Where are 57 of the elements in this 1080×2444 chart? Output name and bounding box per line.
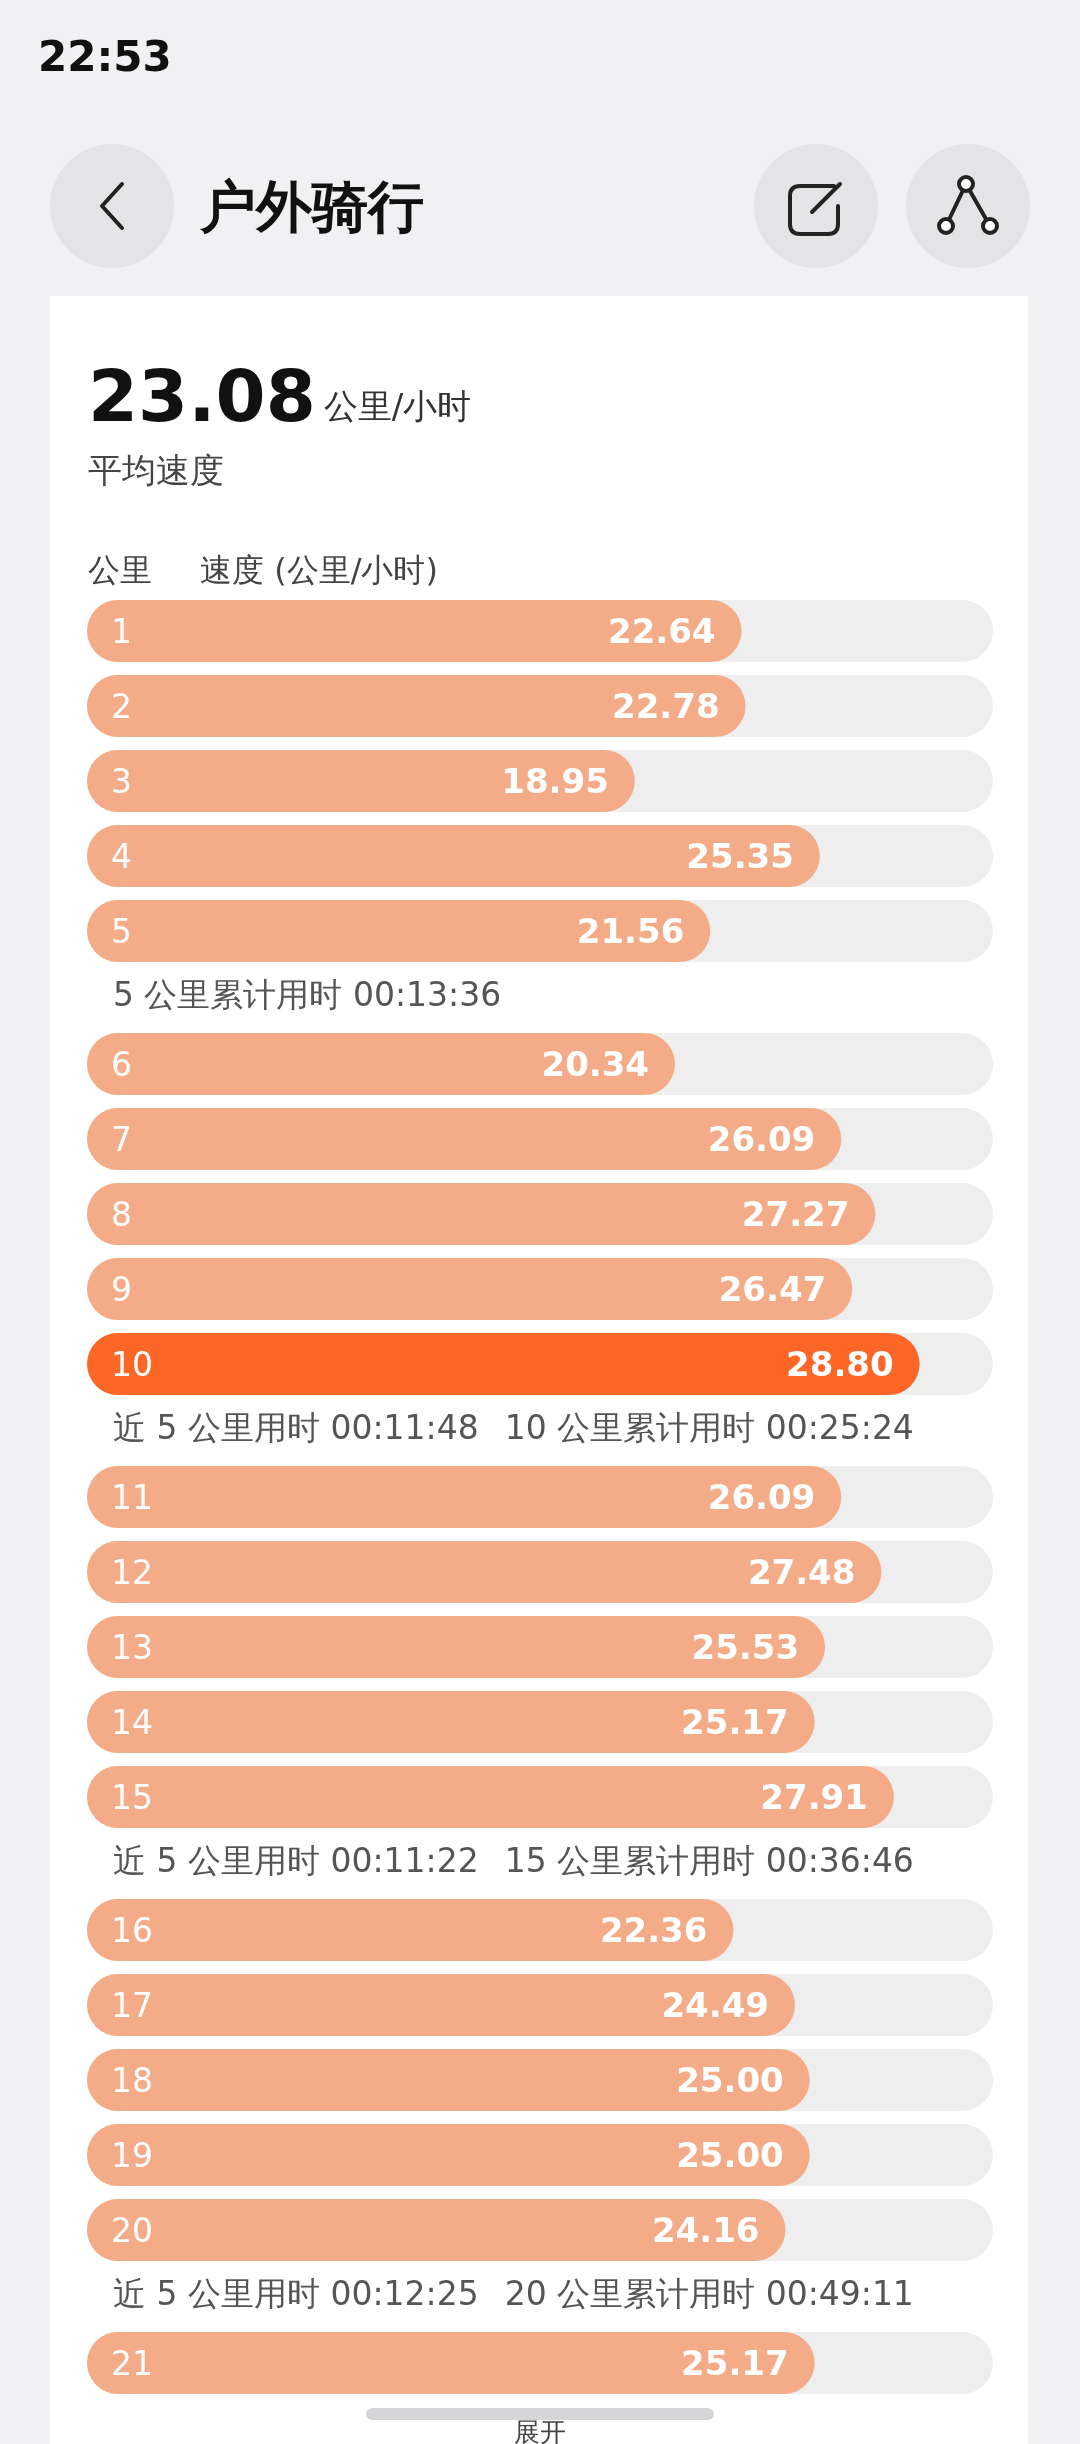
data-label: 26.47 bbox=[718, 1269, 827, 1309]
chart-title: 户外骑行 bbox=[199, 173, 424, 239]
y-tick-label: 14 bbox=[111, 1702, 153, 1742]
text: 公里/小时 bbox=[323, 386, 472, 426]
y-tick-label: 17 bbox=[111, 1985, 153, 2025]
data-label: 22.36 bbox=[599, 1910, 708, 1950]
y-tick-label: 16 bbox=[111, 1910, 153, 1950]
y-tick-label: 7 bbox=[111, 1119, 132, 1159]
data-label: 25.00 bbox=[676, 2135, 784, 2175]
annotation: 10 公里累计用时 00:25:24 bbox=[504, 1407, 914, 1447]
y-tick-label: 10 bbox=[111, 1344, 153, 1384]
y-axis-title: 公里 bbox=[88, 551, 152, 589]
data-label: 27.27 bbox=[741, 1194, 850, 1234]
annotation: 20 公里累计用时 00:49:11 bbox=[504, 2273, 914, 2313]
y-tick-label: 4 bbox=[111, 836, 132, 876]
data-label: 26.09 bbox=[707, 1477, 816, 1517]
y-tick-label: 13 bbox=[111, 1627, 153, 1667]
annotation: 近 5 公里用时 00:12:25 bbox=[113, 2273, 479, 2313]
data-label: 24.16 bbox=[651, 2210, 760, 2250]
data-label: 24.49 bbox=[661, 1985, 770, 2025]
data-label: 27.91 bbox=[760, 1777, 868, 1817]
data-label: 18.95 bbox=[501, 761, 609, 801]
y-tick-label: 19 bbox=[111, 2135, 153, 2175]
chart-subtitle: 23.08 bbox=[88, 354, 316, 438]
data-label: 21.56 bbox=[576, 911, 685, 951]
data-label: 20.34 bbox=[541, 1044, 650, 1084]
data-label: 25.17 bbox=[681, 1702, 789, 1742]
x-axis-title: 速度 (公里/小时) bbox=[200, 551, 438, 589]
y-tick-label: 2 bbox=[111, 686, 132, 726]
y-tick-label: 18 bbox=[111, 2060, 153, 2100]
data-label: 22.64 bbox=[607, 611, 716, 651]
y-tick-label: 8 bbox=[111, 1194, 132, 1234]
data-label: 28.80 bbox=[786, 1344, 894, 1384]
data-label: 27.48 bbox=[747, 1552, 856, 1592]
data-label: 25.00 bbox=[676, 2060, 784, 2100]
data-label: 25.17 bbox=[681, 2343, 789, 2383]
text: 22:53 bbox=[38, 31, 172, 81]
y-tick-label: 9 bbox=[111, 1269, 132, 1309]
y-tick-label: 15 bbox=[111, 1777, 153, 1817]
y-tick-label: 5 bbox=[111, 911, 132, 951]
data-label: 22.78 bbox=[612, 686, 720, 726]
y-tick-label: 1 bbox=[111, 611, 132, 651]
annotation: 5 公里累计用时 00:13:36 bbox=[113, 974, 502, 1014]
y-tick-label: 3 bbox=[111, 761, 132, 801]
y-tick-label: 21 bbox=[111, 2343, 153, 2383]
data-label: 25.35 bbox=[686, 836, 794, 876]
annotation: 近 5 公里用时 00:11:48 bbox=[113, 1407, 479, 1447]
y-tick-label: 12 bbox=[111, 1552, 153, 1592]
data-label: 25.53 bbox=[691, 1627, 800, 1667]
text: 展开 bbox=[514, 2417, 566, 2444]
y-tick-label: 6 bbox=[111, 1044, 132, 1084]
data-label: 26.09 bbox=[707, 1119, 816, 1159]
y-tick-label: 11 bbox=[111, 1477, 153, 1517]
annotation: 近 5 公里用时 00:11:22 bbox=[113, 1840, 479, 1880]
text: 平均速度 bbox=[88, 450, 224, 490]
y-tick-label: 20 bbox=[111, 2210, 153, 2250]
annotation: 15 公里累计用时 00:36:46 bbox=[504, 1840, 914, 1880]
